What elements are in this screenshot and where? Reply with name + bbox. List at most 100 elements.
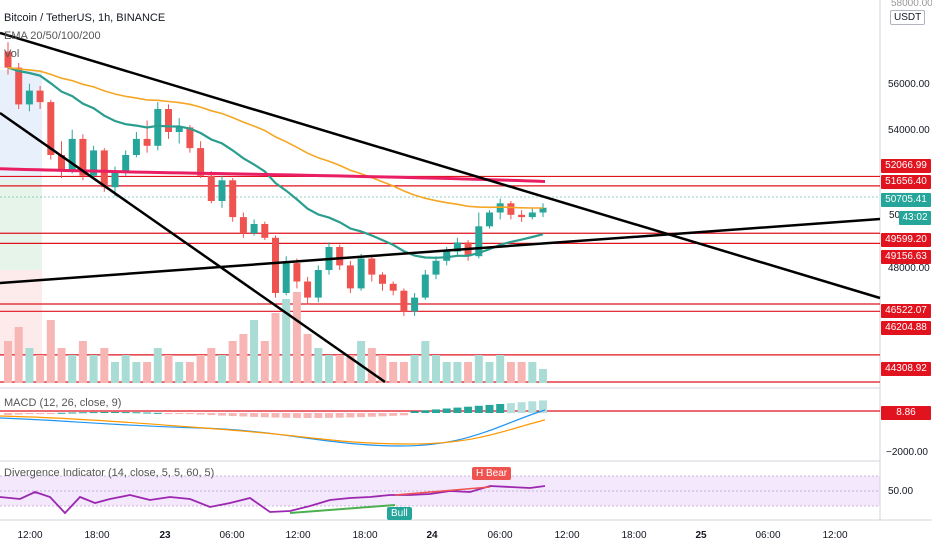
- macd-histogram-bar: [228, 413, 237, 417]
- volume-bar: [196, 355, 205, 383]
- candle-body: [132, 138, 140, 155]
- divergence-indicator-label[interactable]: Divergence Indicator (14, close, 5, 5, 6…: [4, 467, 215, 479]
- volume-bar: [164, 355, 173, 383]
- volume-bar: [357, 341, 366, 383]
- macd-histogram-bar: [485, 404, 494, 413]
- macd-histogram-bar: [410, 411, 419, 413]
- volume-bar: [260, 341, 269, 383]
- candle-body: [165, 109, 172, 132]
- candle-body: [475, 226, 483, 257]
- volume-bar: [132, 362, 141, 383]
- candle-body: [304, 281, 312, 298]
- macd-histogram-bar: [260, 413, 269, 418]
- volume-bar: [271, 313, 280, 383]
- candle-body: [111, 171, 119, 188]
- volume-bar: [474, 355, 483, 383]
- price-level-label: 52066.99: [881, 159, 931, 173]
- volume-bar: [453, 362, 462, 383]
- time-axis-tick: 06:00: [219, 530, 245, 541]
- candle-body: [539, 207, 547, 213]
- price-axis-tick: 54000.00: [888, 125, 930, 136]
- candle-body: [507, 203, 515, 215]
- macd-histogram-bar: [100, 412, 109, 414]
- currency-button[interactable]: USDT: [890, 10, 926, 25]
- price-tick-top: 58000.00: [891, 0, 932, 9]
- volume-bar: [218, 355, 226, 383]
- macd-histogram-bar: [432, 409, 440, 413]
- price-level-label: 43:02: [899, 211, 931, 225]
- macd-histogram-bar: [121, 412, 130, 414]
- macd-histogram-bar: [164, 413, 173, 414]
- macd-histogram-bar: [111, 412, 119, 414]
- volume-bar: [111, 362, 119, 383]
- macd-histogram-bar: [132, 412, 141, 414]
- bull-tag: Bull: [387, 507, 412, 520]
- candle-body: [421, 274, 429, 298]
- volume-bar: [325, 355, 333, 383]
- volume-bar: [506, 362, 515, 383]
- volume-bar: [367, 348, 376, 383]
- time-axis-tick: 12:00: [822, 530, 848, 541]
- candle-body: [207, 175, 215, 201]
- macd-histogram-bar: [153, 412, 162, 414]
- candle-body: [79, 138, 87, 176]
- candle-body: [528, 212, 536, 218]
- macd-histogram-bar: [271, 413, 280, 418]
- macd-histogram-bar: [335, 413, 344, 418]
- volume-bar: [410, 355, 419, 383]
- divergence-axis-tick: 50.00: [888, 486, 914, 497]
- macd-histogram-bar: [89, 412, 98, 414]
- volume-bar: [57, 348, 66, 383]
- time-axis-tick: 12:00: [554, 530, 580, 541]
- macd-histogram-bar: [453, 407, 462, 413]
- volume-bar: [78, 341, 87, 383]
- volume-bar: [399, 362, 408, 383]
- descending-trendline-upper: [0, 31, 881, 300]
- volume-bar: [36, 355, 45, 383]
- macd-histogram-bar: [57, 412, 66, 414]
- macd-histogram-bar: [68, 412, 77, 414]
- volume-bar: [228, 341, 237, 383]
- divergence-line: [0, 485, 546, 515]
- candle-body: [143, 138, 151, 146]
- volume-indicator-label[interactable]: Vol: [4, 48, 20, 60]
- time-axis-tick: 23: [159, 530, 171, 541]
- time-axis-tick: 18:00: [352, 530, 378, 541]
- volume-bar: [185, 362, 194, 383]
- ema-indicator-label[interactable]: EMA 20/50/100/200: [4, 30, 101, 42]
- macd-histogram-bar: [506, 403, 515, 413]
- candle-body: [175, 127, 183, 132]
- macd-indicator-label[interactable]: MACD (12, 26, close, 9): [4, 397, 122, 409]
- volume-bar: [292, 292, 301, 383]
- time-axis-tick: 12:00: [17, 530, 43, 541]
- price-level-label: 51656.40: [881, 175, 931, 189]
- price-level-label: 46204.88: [881, 321, 931, 335]
- macd-histogram-bar: [314, 413, 323, 418]
- macd-histogram-bar: [14, 413, 23, 415]
- candle-body: [122, 155, 130, 172]
- volume-bar: [175, 362, 184, 383]
- macd-histogram-bar: [378, 413, 387, 417]
- volume-bar: [25, 348, 34, 383]
- macd-histogram-bar: [325, 413, 333, 418]
- macd-histogram-bar: [282, 413, 291, 418]
- volume-bar: [100, 348, 109, 383]
- macd-histogram-bar: [464, 406, 473, 413]
- price-axis-tick: 56000.00: [888, 79, 930, 90]
- volume-bar: [143, 362, 152, 383]
- price-level-label: 49156.63: [881, 250, 931, 264]
- candle-body: [314, 270, 322, 298]
- macd-histogram-bar: [4, 413, 12, 415]
- volume-bar: [68, 355, 77, 383]
- price-level-label: 44308.92: [881, 362, 931, 376]
- macd-histogram-bar: [46, 413, 55, 414]
- volume-bar: [282, 299, 291, 383]
- candle-body: [357, 258, 365, 289]
- symbol-title[interactable]: Bitcoin / TetherUS, 1h, BINANCE: [4, 12, 166, 24]
- volume-bar: [496, 355, 505, 383]
- macd-histogram-bar: [239, 413, 248, 417]
- volume-bar: [335, 355, 344, 383]
- candle-body: [336, 247, 344, 266]
- candle-body: [186, 127, 194, 149]
